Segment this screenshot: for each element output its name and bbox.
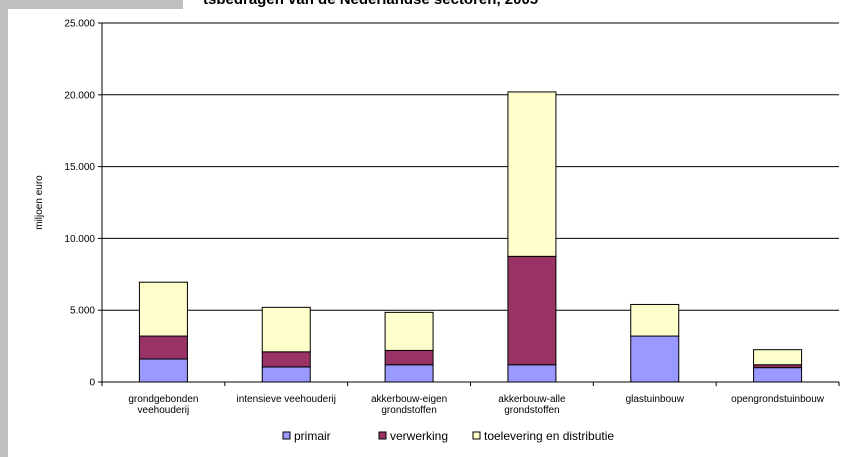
y-tick-label: 10.000 (64, 234, 95, 245)
chart-title: tsbedragen van de Nederlandse sectoren, … (203, 0, 538, 8)
legend-label: primair (294, 429, 331, 443)
bar-segment-primair (384, 364, 434, 383)
x-category-label: grondstoffen (504, 405, 559, 416)
bar-segment-verwerking (507, 255, 557, 366)
bar-segment-toelevering (753, 349, 803, 366)
bar-segment-verwerking (384, 349, 434, 366)
bar-segment-toelevering (507, 91, 557, 257)
stacked-bar-chart: 0 5.000 10.000 15.000 20.000 25.000 grondgebon… (34, 19, 840, 443)
legend-swatch (472, 431, 481, 440)
bars (138, 91, 803, 383)
y-tick-label: 20.000 (64, 90, 95, 101)
bar-segment-primair (261, 366, 311, 383)
legend-label: toelevering en distributie (484, 429, 614, 443)
x-category-label: akkerbouw-alle (498, 394, 566, 405)
x-category-label: grondstoffen (381, 405, 436, 416)
gridlines (102, 22, 839, 311)
y-tick-label: 15.000 (64, 162, 95, 173)
bar-segment-toelevering (261, 306, 311, 353)
y-tick-label: 0 (89, 378, 95, 389)
bar-segment-primair (630, 335, 680, 383)
y-tick-label: 5.000 (70, 306, 95, 317)
bar-segment-primair (138, 358, 188, 383)
bar-segment-verwerking (138, 335, 188, 360)
legend: primair verwerking toelevering en distribu… (282, 429, 614, 443)
chart-title-bar: tsbedragen van de Nederlandse sectoren, … (183, 0, 847, 9)
labels: 0 5.000 10.000 15.000 20.000 25.000 grondgebon… (34, 19, 825, 417)
x-category-label: akkerbouw-eigen (371, 394, 447, 405)
bar-segment-verwerking (261, 351, 311, 368)
bar-segment-primair (753, 367, 803, 383)
x-category-label: opengrondstuinbouw (731, 394, 825, 405)
legend-swatch (378, 431, 387, 440)
bar-segment-toelevering (384, 311, 434, 351)
bar-segment-toelevering (138, 281, 188, 337)
axes (98, 22, 840, 386)
x-category-label: intensieve veehouderij (236, 394, 336, 405)
y-axis-title: miljoen euro (34, 175, 45, 230)
x-category-label: grondgebonden (128, 394, 198, 405)
legend-swatch (282, 431, 291, 440)
legend-label: verwerking (390, 429, 448, 443)
bar-segment-primair (507, 364, 557, 383)
x-category-label: glastuinbouw (626, 394, 685, 405)
bar-segment-toelevering (630, 303, 680, 337)
x-category-label: veehouderij (138, 405, 190, 416)
chart-area: 0 5.000 10.000 15.000 20.000 25.000 grondgebon… (8, 9, 847, 457)
y-tick-label: 25.000 (64, 19, 95, 30)
